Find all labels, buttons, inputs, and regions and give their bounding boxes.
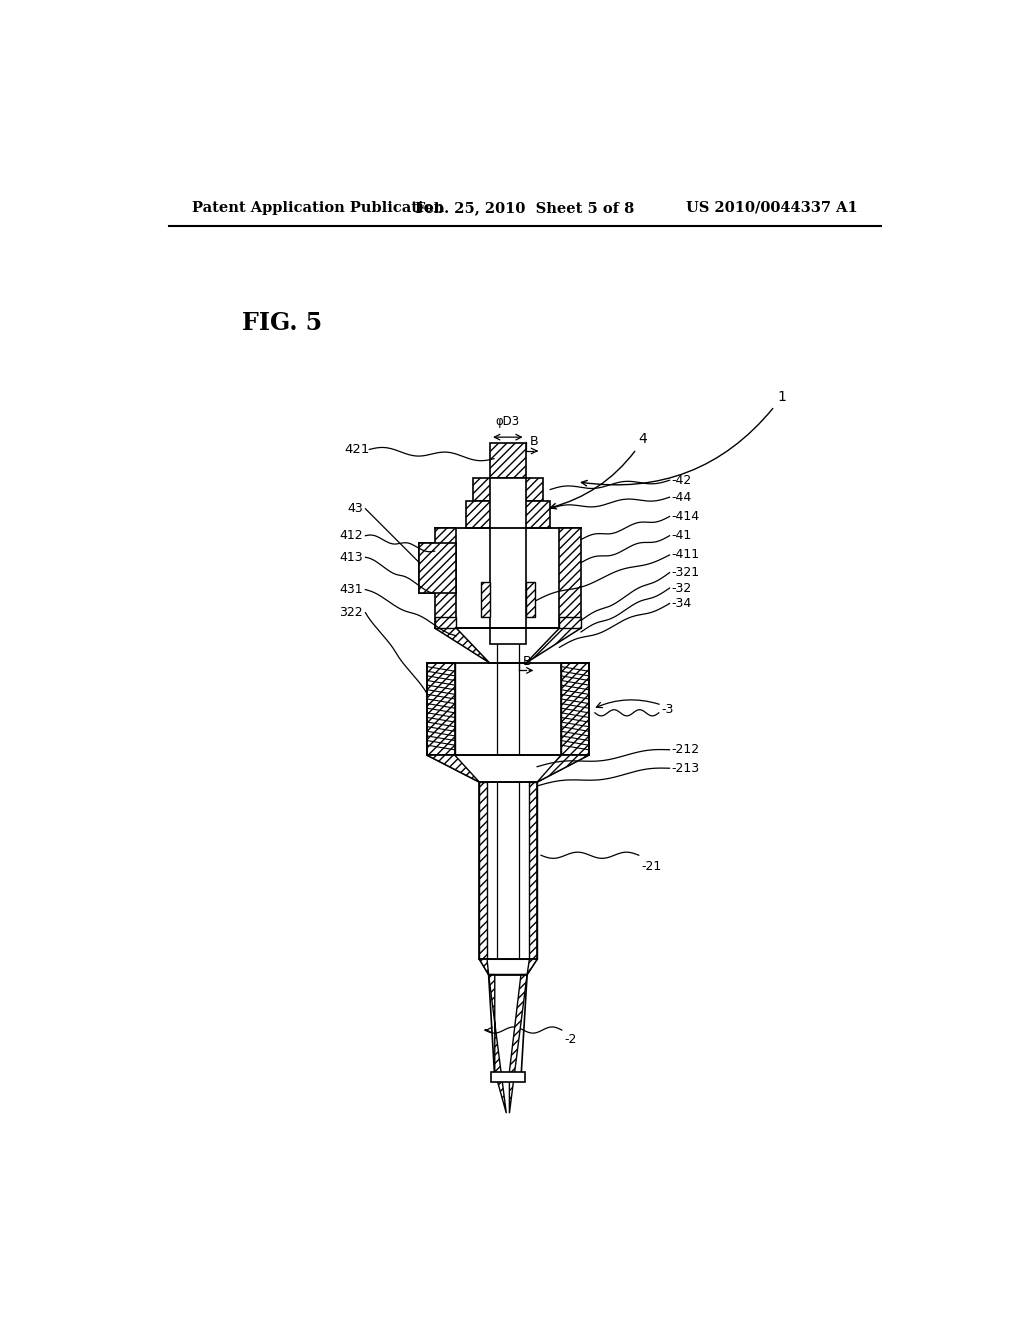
- Text: -321: -321: [672, 566, 700, 579]
- Polygon shape: [509, 974, 527, 1113]
- Text: 1: 1: [582, 389, 786, 486]
- Text: Feb. 25, 2010  Sheet 5 of 8: Feb. 25, 2010 Sheet 5 of 8: [415, 201, 635, 215]
- Text: -32: -32: [672, 582, 692, 594]
- Polygon shape: [479, 960, 488, 974]
- Text: -42: -42: [672, 474, 692, 487]
- Bar: [473, 478, 543, 502]
- Text: -34: -34: [672, 597, 692, 610]
- Polygon shape: [427, 755, 589, 781]
- Polygon shape: [427, 755, 479, 781]
- Text: B: B: [522, 655, 531, 668]
- Text: -414: -414: [672, 510, 700, 523]
- Polygon shape: [479, 960, 538, 974]
- Text: 4: 4: [551, 433, 647, 510]
- Polygon shape: [526, 628, 581, 663]
- Polygon shape: [479, 781, 487, 960]
- Polygon shape: [538, 755, 589, 781]
- Text: φD3: φD3: [496, 414, 520, 428]
- Bar: [427, 663, 455, 755]
- Polygon shape: [435, 628, 489, 663]
- Bar: [435, 616, 457, 628]
- Bar: [497, 482, 518, 960]
- Bar: [559, 616, 581, 628]
- Text: -41: -41: [672, 529, 692, 543]
- Text: FIG. 5: FIG. 5: [243, 312, 323, 335]
- Text: 431: 431: [340, 583, 364, 597]
- Text: -3: -3: [662, 704, 674, 717]
- Text: -2: -2: [564, 1032, 577, 1045]
- Text: Patent Application Publication: Patent Application Publication: [193, 201, 444, 215]
- Bar: [466, 502, 550, 528]
- Text: -44: -44: [672, 491, 692, 504]
- Text: B: B: [529, 436, 538, 449]
- Text: 421: 421: [344, 444, 370, 455]
- Text: 43: 43: [347, 502, 364, 515]
- Polygon shape: [525, 582, 535, 616]
- Text: -212: -212: [672, 743, 700, 756]
- Text: 412: 412: [340, 529, 364, 543]
- Text: -411: -411: [672, 548, 700, 561]
- Bar: [490, 478, 525, 644]
- Text: -213: -213: [672, 762, 700, 775]
- Text: 413: 413: [340, 550, 364, 564]
- Polygon shape: [488, 974, 506, 1113]
- Bar: [559, 528, 581, 628]
- Polygon shape: [529, 781, 538, 960]
- Text: -21: -21: [641, 861, 662, 874]
- Text: 322: 322: [340, 606, 364, 619]
- Bar: [435, 528, 457, 628]
- Bar: [490, 444, 525, 478]
- Bar: [561, 663, 589, 755]
- Bar: [419, 544, 457, 594]
- Polygon shape: [481, 582, 490, 616]
- Bar: [490, 1072, 525, 1082]
- Polygon shape: [527, 960, 538, 974]
- Text: US 2010/0044337 A1: US 2010/0044337 A1: [686, 201, 857, 215]
